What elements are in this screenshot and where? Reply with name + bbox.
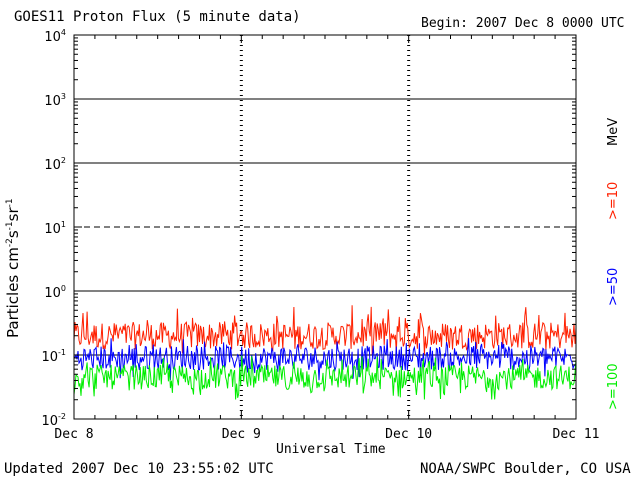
y-tick-label: 102 bbox=[44, 156, 66, 173]
x-tick-label: Dec 10 bbox=[385, 427, 432, 442]
x-axis-label: Universal Time bbox=[276, 442, 386, 457]
x-tick-label: Dec 9 bbox=[222, 427, 261, 442]
begin-label: Begin: 2007 Dec 8 0000 UTC bbox=[421, 16, 625, 31]
updated-timestamp: Updated 2007 Dec 10 23:55:02 UTC bbox=[4, 461, 274, 477]
x-tick-label: Dec 8 bbox=[54, 427, 93, 442]
y-tick-label: 10-1 bbox=[41, 348, 66, 365]
y-tick-label: 101 bbox=[44, 220, 66, 237]
x-tick-label: Dec 11 bbox=[553, 427, 600, 442]
series-line-1 bbox=[73, 338, 577, 381]
series-line-0 bbox=[73, 305, 577, 355]
y-tick-label: 104 bbox=[44, 28, 66, 45]
y-tick-label: 103 bbox=[44, 92, 66, 109]
source-label: NOAA/SWPC Boulder, CO USA bbox=[420, 461, 631, 477]
y-tick-label: 100 bbox=[44, 284, 66, 301]
chart-title: GOES11 Proton Flux (5 minute data) bbox=[14, 9, 301, 25]
series-line-2 bbox=[73, 355, 577, 400]
